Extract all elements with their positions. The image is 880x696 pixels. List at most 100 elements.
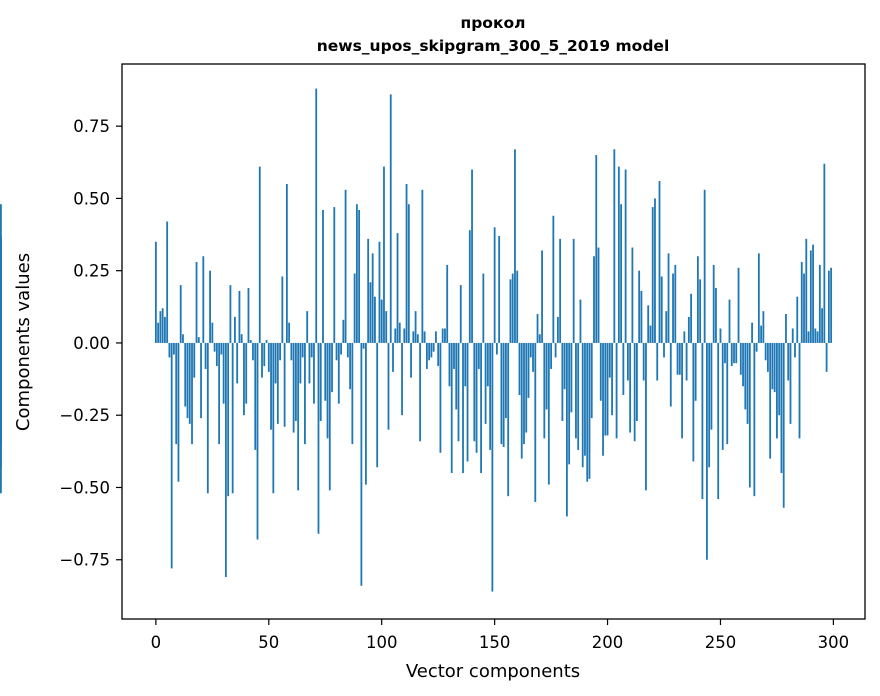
bar [805, 238, 808, 343]
bar [188, 342, 191, 424]
x-tick-label: 300 [818, 633, 850, 652]
bar [288, 322, 291, 343]
bar [161, 308, 164, 343]
bar [410, 342, 412, 378]
bar [333, 207, 336, 343]
x-tick-label: 100 [366, 633, 398, 652]
bar [182, 334, 184, 343]
bar [692, 342, 695, 462]
bar [672, 273, 674, 343]
y-tick-label: −0.75 [59, 551, 110, 570]
bar [261, 342, 263, 378]
bar [708, 342, 711, 468]
bar [453, 342, 455, 369]
bar [200, 342, 202, 419]
bar [656, 342, 659, 381]
bar [701, 342, 704, 500]
bar [798, 342, 801, 439]
bar [703, 189, 706, 343]
bar [459, 285, 462, 343]
bar [154, 241, 157, 343]
bar [464, 342, 467, 387]
y-axis: −0.75 −0.50 −0.25 0.00 0.25 0.50 0.75 [59, 117, 122, 570]
bar [724, 342, 726, 364]
bar [369, 282, 372, 343]
bar [622, 342, 625, 395]
bar [744, 342, 747, 410]
bar [240, 334, 243, 343]
bar [236, 342, 239, 384]
bar [570, 342, 573, 413]
bar [518, 342, 521, 395]
bar [378, 241, 381, 343]
bar [552, 215, 555, 343]
bar [484, 342, 487, 424]
bar [787, 342, 790, 381]
bar [383, 166, 385, 343]
bar [706, 342, 708, 560]
bar [441, 328, 444, 343]
bar [392, 342, 394, 372]
bar [157, 322, 160, 343]
bar [649, 325, 652, 343]
bar [814, 328, 817, 343]
bar [310, 342, 313, 358]
bar [213, 342, 216, 352]
bar [807, 331, 810, 343]
bar [173, 342, 175, 355]
bar [0, 314, 2, 343]
bar [319, 342, 322, 421]
bar [681, 342, 683, 439]
bar [633, 342, 636, 442]
bar [272, 342, 275, 494]
bar [719, 328, 722, 343]
bar [360, 342, 363, 586]
bar [184, 342, 187, 407]
x-tick-label: 150 [479, 633, 511, 652]
bar [572, 238, 575, 343]
bar [789, 342, 792, 424]
bar [482, 273, 485, 343]
bar [629, 342, 632, 433]
bar [676, 342, 679, 375]
bar [830, 267, 833, 343]
bar [636, 342, 638, 421]
bars-group [0, 88, 833, 592]
bar [486, 342, 489, 387]
bar [315, 88, 318, 343]
bar [349, 342, 351, 390]
bar [617, 166, 620, 343]
bar [376, 342, 379, 468]
bar [624, 169, 627, 343]
bar [760, 325, 763, 343]
x-tick-label: 250 [705, 633, 737, 652]
bar [385, 311, 388, 343]
bar [170, 342, 173, 569]
bar [435, 331, 437, 343]
bar [613, 149, 616, 343]
x-axis: 0 50 100 150 200 250 300 [151, 619, 850, 652]
bar [335, 342, 338, 361]
bar [444, 328, 446, 343]
y-tick-label: −0.50 [59, 478, 110, 497]
bar [276, 342, 279, 424]
bar [313, 342, 315, 404]
bar [243, 342, 245, 416]
bar [823, 163, 826, 343]
bar [712, 264, 715, 343]
bar [665, 311, 668, 343]
bar [812, 244, 814, 343]
bar [536, 314, 539, 343]
bar [638, 270, 641, 343]
bar [466, 342, 469, 462]
bar [473, 342, 476, 442]
bar [825, 342, 828, 372]
bar [505, 342, 507, 419]
bar [227, 342, 230, 497]
bar [209, 270, 211, 343]
y-axis-label: Components values [13, 253, 34, 431]
bar [800, 262, 803, 343]
bar [340, 342, 342, 355]
bar [746, 342, 749, 424]
bar [550, 342, 552, 369]
